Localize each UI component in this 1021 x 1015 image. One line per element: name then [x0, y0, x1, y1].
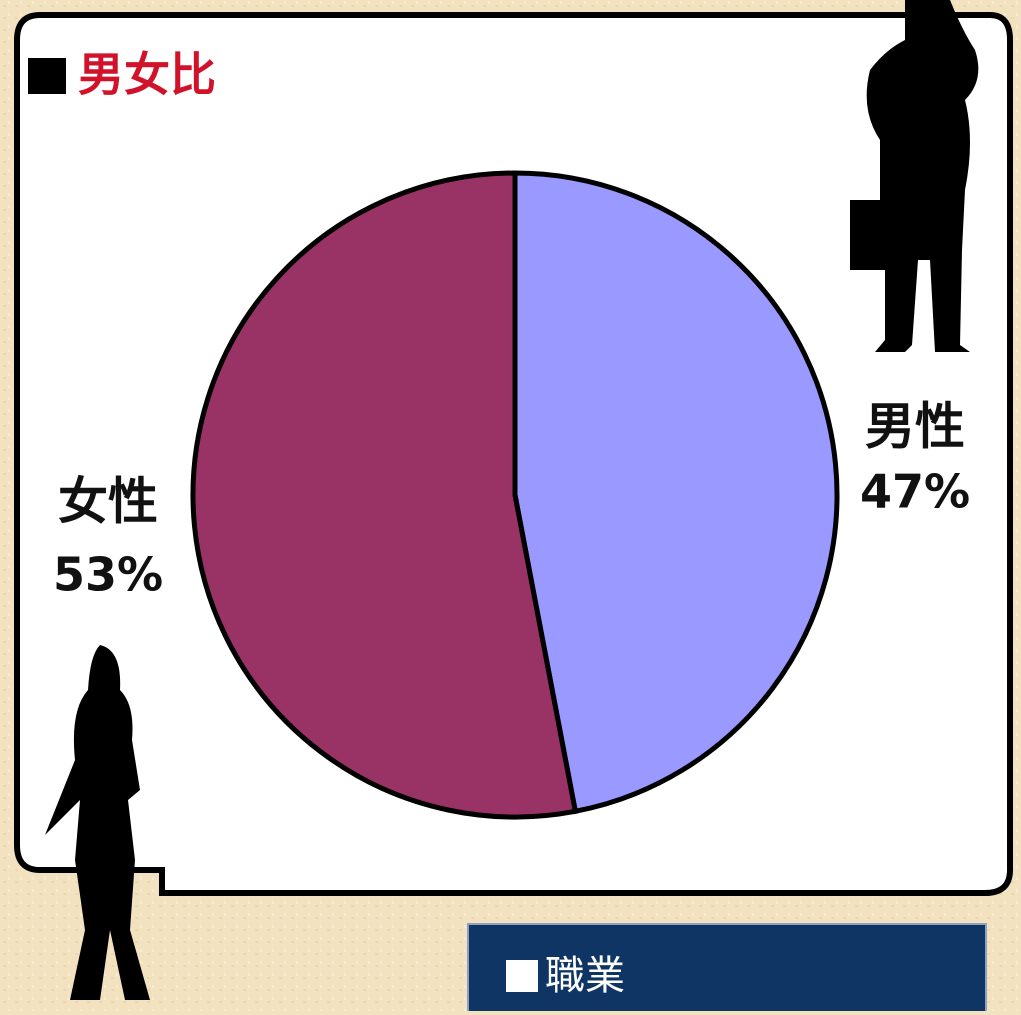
- slice-label: 女性: [58, 473, 158, 531]
- value-label: 53%: [53, 548, 163, 602]
- page: {"chart_data": {"type": "pie", "title": …: [0, 0, 1021, 1011]
- section-heading: 職業: [545, 953, 625, 999]
- screenshot: 男女比 職業 男性 47% 女性 53%: [0, 0, 1021, 1011]
- value-label: 47%: [860, 465, 970, 519]
- title-square: [28, 58, 66, 94]
- slice-label: 男性: [865, 398, 965, 456]
- section-square: [506, 960, 538, 992]
- chart-title: 男女比: [78, 48, 216, 102]
